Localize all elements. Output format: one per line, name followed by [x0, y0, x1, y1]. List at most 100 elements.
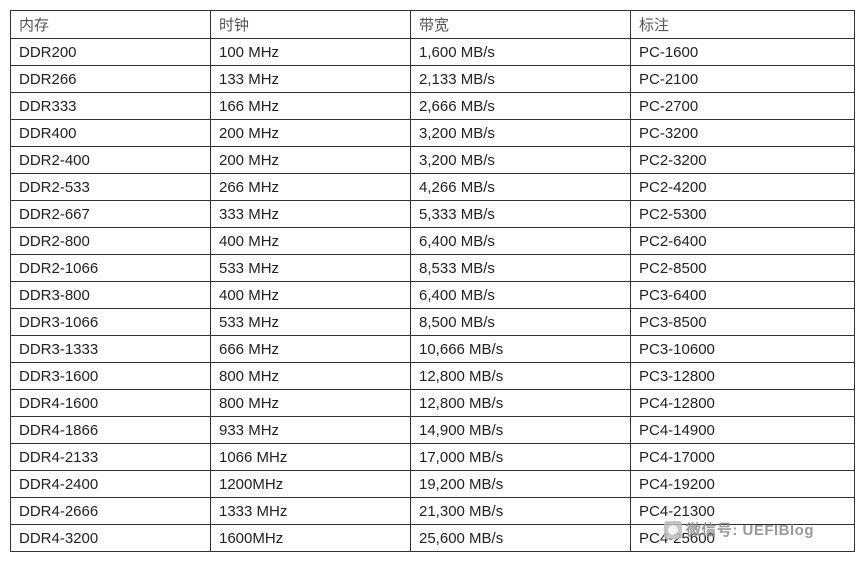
table-row: DDR266133 MHz2,133 MB/sPC-2100 — [11, 66, 855, 93]
table-row: DDR333166 MHz2,666 MB/sPC-2700 — [11, 93, 855, 120]
cell-clock: 333 MHz — [211, 201, 411, 228]
cell-bw: 5,333 MB/s — [411, 201, 631, 228]
cell-memory: DDR2-533 — [11, 174, 211, 201]
cell-bw: 19,200 MB/s — [411, 471, 631, 498]
table-row: DDR2-800400 MHz6,400 MB/sPC2-6400 — [11, 228, 855, 255]
cell-memory: DDR4-2400 — [11, 471, 211, 498]
cell-clock: 800 MHz — [211, 363, 411, 390]
table-row: DDR3-1333666 MHz10,666 MB/sPC3-10600 — [11, 336, 855, 363]
cell-clock: 133 MHz — [211, 66, 411, 93]
table-row: DDR4-32001600MHz25,600 MB/sPC4-25600 — [11, 525, 855, 552]
table-row: DDR2-400200 MHz3,200 MB/sPC2-3200 — [11, 147, 855, 174]
cell-bw: 21,300 MB/s — [411, 498, 631, 525]
table-header-row: 内存 时钟 带宽 标注 — [11, 11, 855, 39]
table-row: DDR3-800400 MHz6,400 MB/sPC3-6400 — [11, 282, 855, 309]
cell-tag: PC2-6400 — [631, 228, 855, 255]
cell-bw: 14,900 MB/s — [411, 417, 631, 444]
table-row: DDR2-1066533 MHz8,533 MB/sPC2-8500 — [11, 255, 855, 282]
cell-bw: 1,600 MB/s — [411, 39, 631, 66]
cell-tag: PC4-17000 — [631, 444, 855, 471]
cell-tag: PC3-12800 — [631, 363, 855, 390]
table-row: DDR4-1866933 MHz14,900 MB/sPC4-14900 — [11, 417, 855, 444]
cell-memory: DDR2-800 — [11, 228, 211, 255]
cell-bw: 4,266 MB/s — [411, 174, 631, 201]
cell-clock: 166 MHz — [211, 93, 411, 120]
cell-memory: DDR400 — [11, 120, 211, 147]
cell-clock: 1600MHz — [211, 525, 411, 552]
cell-tag: PC-2100 — [631, 66, 855, 93]
cell-clock: 100 MHz — [211, 39, 411, 66]
cell-tag: PC4-12800 — [631, 390, 855, 417]
cell-clock: 933 MHz — [211, 417, 411, 444]
cell-bw: 17,000 MB/s — [411, 444, 631, 471]
table-row: DDR200100 MHz1,600 MB/sPC-1600 — [11, 39, 855, 66]
cell-clock: 266 MHz — [211, 174, 411, 201]
cell-tag: PC4-14900 — [631, 417, 855, 444]
cell-memory: DDR3-800 — [11, 282, 211, 309]
cell-bw: 12,800 MB/s — [411, 390, 631, 417]
col-header-tag: 标注 — [631, 11, 855, 39]
cell-clock: 200 MHz — [211, 147, 411, 174]
col-header-bw: 带宽 — [411, 11, 631, 39]
table-body: DDR200100 MHz1,600 MB/sPC-1600DDR266133 … — [11, 39, 855, 552]
cell-memory: DDR333 — [11, 93, 211, 120]
table-row: DDR400200 MHz3,200 MB/sPC-3200 — [11, 120, 855, 147]
cell-bw: 6,400 MB/s — [411, 282, 631, 309]
cell-tag: PC4-21300 — [631, 498, 855, 525]
cell-clock: 1066 MHz — [211, 444, 411, 471]
cell-bw: 12,800 MB/s — [411, 363, 631, 390]
cell-clock: 400 MHz — [211, 282, 411, 309]
col-header-memory: 内存 — [11, 11, 211, 39]
cell-memory: DDR4-1600 — [11, 390, 211, 417]
cell-clock: 533 MHz — [211, 255, 411, 282]
cell-clock: 533 MHz — [211, 309, 411, 336]
cell-bw: 6,400 MB/s — [411, 228, 631, 255]
cell-tag: PC-2700 — [631, 93, 855, 120]
cell-tag: PC4-19200 — [631, 471, 855, 498]
cell-bw: 25,600 MB/s — [411, 525, 631, 552]
cell-bw: 3,200 MB/s — [411, 120, 631, 147]
cell-bw: 2,666 MB/s — [411, 93, 631, 120]
table-row: DDR4-1600800 MHz12,800 MB/sPC4-12800 — [11, 390, 855, 417]
cell-bw: 2,133 MB/s — [411, 66, 631, 93]
col-header-clock: 时钟 — [211, 11, 411, 39]
table-row: DDR2-533266 MHz4,266 MB/sPC2-4200 — [11, 174, 855, 201]
cell-tag: PC3-8500 — [631, 309, 855, 336]
cell-clock: 666 MHz — [211, 336, 411, 363]
table-row: DDR4-24001200MHz19,200 MB/sPC4-19200 — [11, 471, 855, 498]
cell-bw: 8,533 MB/s — [411, 255, 631, 282]
cell-memory: DDR2-400 — [11, 147, 211, 174]
cell-bw: 3,200 MB/s — [411, 147, 631, 174]
cell-memory: DDR3-1333 — [11, 336, 211, 363]
cell-tag: PC-3200 — [631, 120, 855, 147]
cell-clock: 800 MHz — [211, 390, 411, 417]
cell-memory: DDR3-1600 — [11, 363, 211, 390]
table-row: DDR2-667333 MHz5,333 MB/sPC2-5300 — [11, 201, 855, 228]
table-row: DDR4-26661333 MHz21,300 MB/sPC4-21300 — [11, 498, 855, 525]
cell-clock: 1200MHz — [211, 471, 411, 498]
table-row: DDR3-1600800 MHz12,800 MB/sPC3-12800 — [11, 363, 855, 390]
cell-memory: DDR4-3200 — [11, 525, 211, 552]
cell-memory: DDR200 — [11, 39, 211, 66]
cell-clock: 200 MHz — [211, 120, 411, 147]
cell-tag: PC2-4200 — [631, 174, 855, 201]
table-row: DDR3-1066533 MHz8,500 MB/sPC3-8500 — [11, 309, 855, 336]
memory-spec-table: 内存 时钟 带宽 标注 DDR200100 MHz1,600 MB/sPC-16… — [10, 10, 855, 552]
cell-tag: PC2-5300 — [631, 201, 855, 228]
cell-memory: DDR4-2666 — [11, 498, 211, 525]
cell-memory: DDR266 — [11, 66, 211, 93]
cell-tag: PC-1600 — [631, 39, 855, 66]
cell-memory: DDR4-2133 — [11, 444, 211, 471]
cell-memory: DDR2-667 — [11, 201, 211, 228]
cell-tag: PC3-10600 — [631, 336, 855, 363]
cell-tag: PC2-8500 — [631, 255, 855, 282]
cell-memory: DDR2-1066 — [11, 255, 211, 282]
cell-memory: DDR3-1066 — [11, 309, 211, 336]
cell-clock: 400 MHz — [211, 228, 411, 255]
cell-tag: PC3-6400 — [631, 282, 855, 309]
cell-memory: DDR4-1866 — [11, 417, 211, 444]
cell-bw: 8,500 MB/s — [411, 309, 631, 336]
cell-tag: PC4-25600 — [631, 525, 855, 552]
cell-clock: 1333 MHz — [211, 498, 411, 525]
cell-tag: PC2-3200 — [631, 147, 855, 174]
